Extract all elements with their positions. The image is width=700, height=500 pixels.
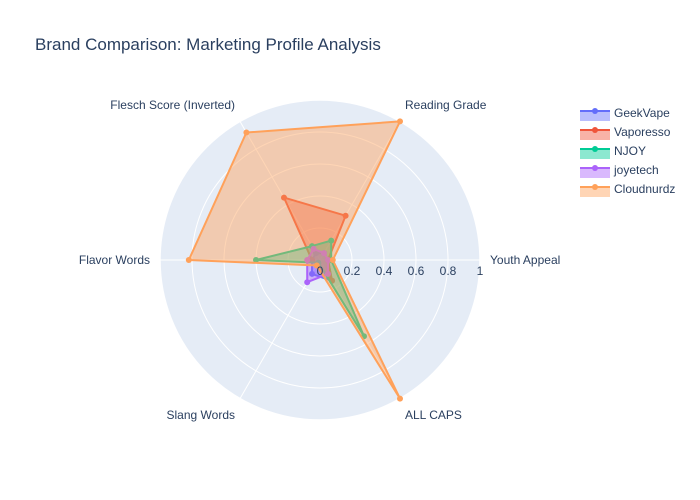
grid-spoke — [319, 121, 401, 261]
series-layer — [185, 118, 403, 402]
data-point-joyetech — [321, 250, 327, 257]
legend-swatch — [580, 111, 610, 121]
axis-label: Youth Appeal — [490, 253, 560, 267]
legend-label: joyetech — [613, 163, 659, 177]
radial-tick-label: 0.4 — [376, 264, 393, 278]
legend-swatch — [580, 187, 610, 197]
axis-label: ALL CAPS — [405, 408, 462, 422]
data-point-geekvape — [309, 270, 315, 277]
axis-label: Flavor Words — [79, 253, 150, 267]
legend-marker — [592, 127, 598, 133]
data-point-joyetech — [304, 257, 311, 263]
data-point-cloudnurdz — [185, 257, 192, 263]
legend-label: GeekVape — [614, 106, 670, 120]
data-point-cloudnurdz — [329, 257, 336, 263]
axis-label: Flesch Score (Inverted) — [110, 98, 235, 112]
legend-label: Cloudnurdz — [614, 182, 675, 196]
radial-tick-label: 0.8 — [440, 264, 457, 278]
radial-ticks: 0 0.2 0.4 0.6 0.8 1 — [317, 264, 484, 278]
legend-label: Vaporesso — [614, 125, 671, 139]
legend[interactable]: GeekVape Vaporesso NJOY joyetech Cloudnurdz — [580, 106, 675, 197]
data-point-joyetech — [325, 270, 331, 277]
radial-tick-label: 0.6 — [408, 264, 425, 278]
axis-labels: Youth Appeal Reading Grade Flesch Score (I… — [79, 98, 560, 422]
axis-label: Reading Grade — [405, 98, 487, 112]
data-point-vaporesso — [281, 194, 287, 201]
data-point-joyetech — [310, 245, 317, 252]
data-point-cloudnurdz — [397, 395, 403, 402]
data-point-cloudnurdz — [243, 129, 250, 136]
legend-item[interactable]: NJOY — [580, 144, 646, 159]
data-point-joyetech — [325, 257, 331, 263]
data-point-cloudnurdz — [313, 262, 320, 269]
legend-marker — [592, 165, 598, 171]
legend-marker — [592, 146, 598, 152]
legend-swatch — [580, 168, 610, 178]
data-point-joyetech — [304, 279, 311, 286]
data-point-vaporesso — [342, 212, 349, 219]
legend-label: NJOY — [614, 144, 646, 158]
data-point-njoy — [253, 257, 259, 263]
legend-swatch — [580, 149, 610, 159]
axis-label: Slang Words — [167, 408, 235, 422]
radial-tick-label: 0 — [317, 264, 324, 278]
legend-item[interactable]: Cloudnurdz — [580, 182, 675, 197]
grid-spoke — [239, 121, 321, 261]
data-point-njoy — [328, 237, 335, 244]
legend-marker — [592, 108, 598, 114]
radial-tick-label: 1 — [477, 264, 484, 278]
legend-swatch — [580, 130, 610, 140]
radial-tick-label: 0.2 — [344, 264, 361, 278]
legend-marker — [592, 184, 598, 190]
legend-item[interactable]: joyetech — [580, 163, 659, 178]
chart-title: Brand Comparison: Marketing Profile Anal… — [35, 35, 381, 54]
legend-item[interactable]: GeekVape — [580, 106, 670, 121]
legend-item[interactable]: Vaporesso — [580, 125, 671, 140]
data-point-cloudnurdz — [397, 118, 403, 125]
